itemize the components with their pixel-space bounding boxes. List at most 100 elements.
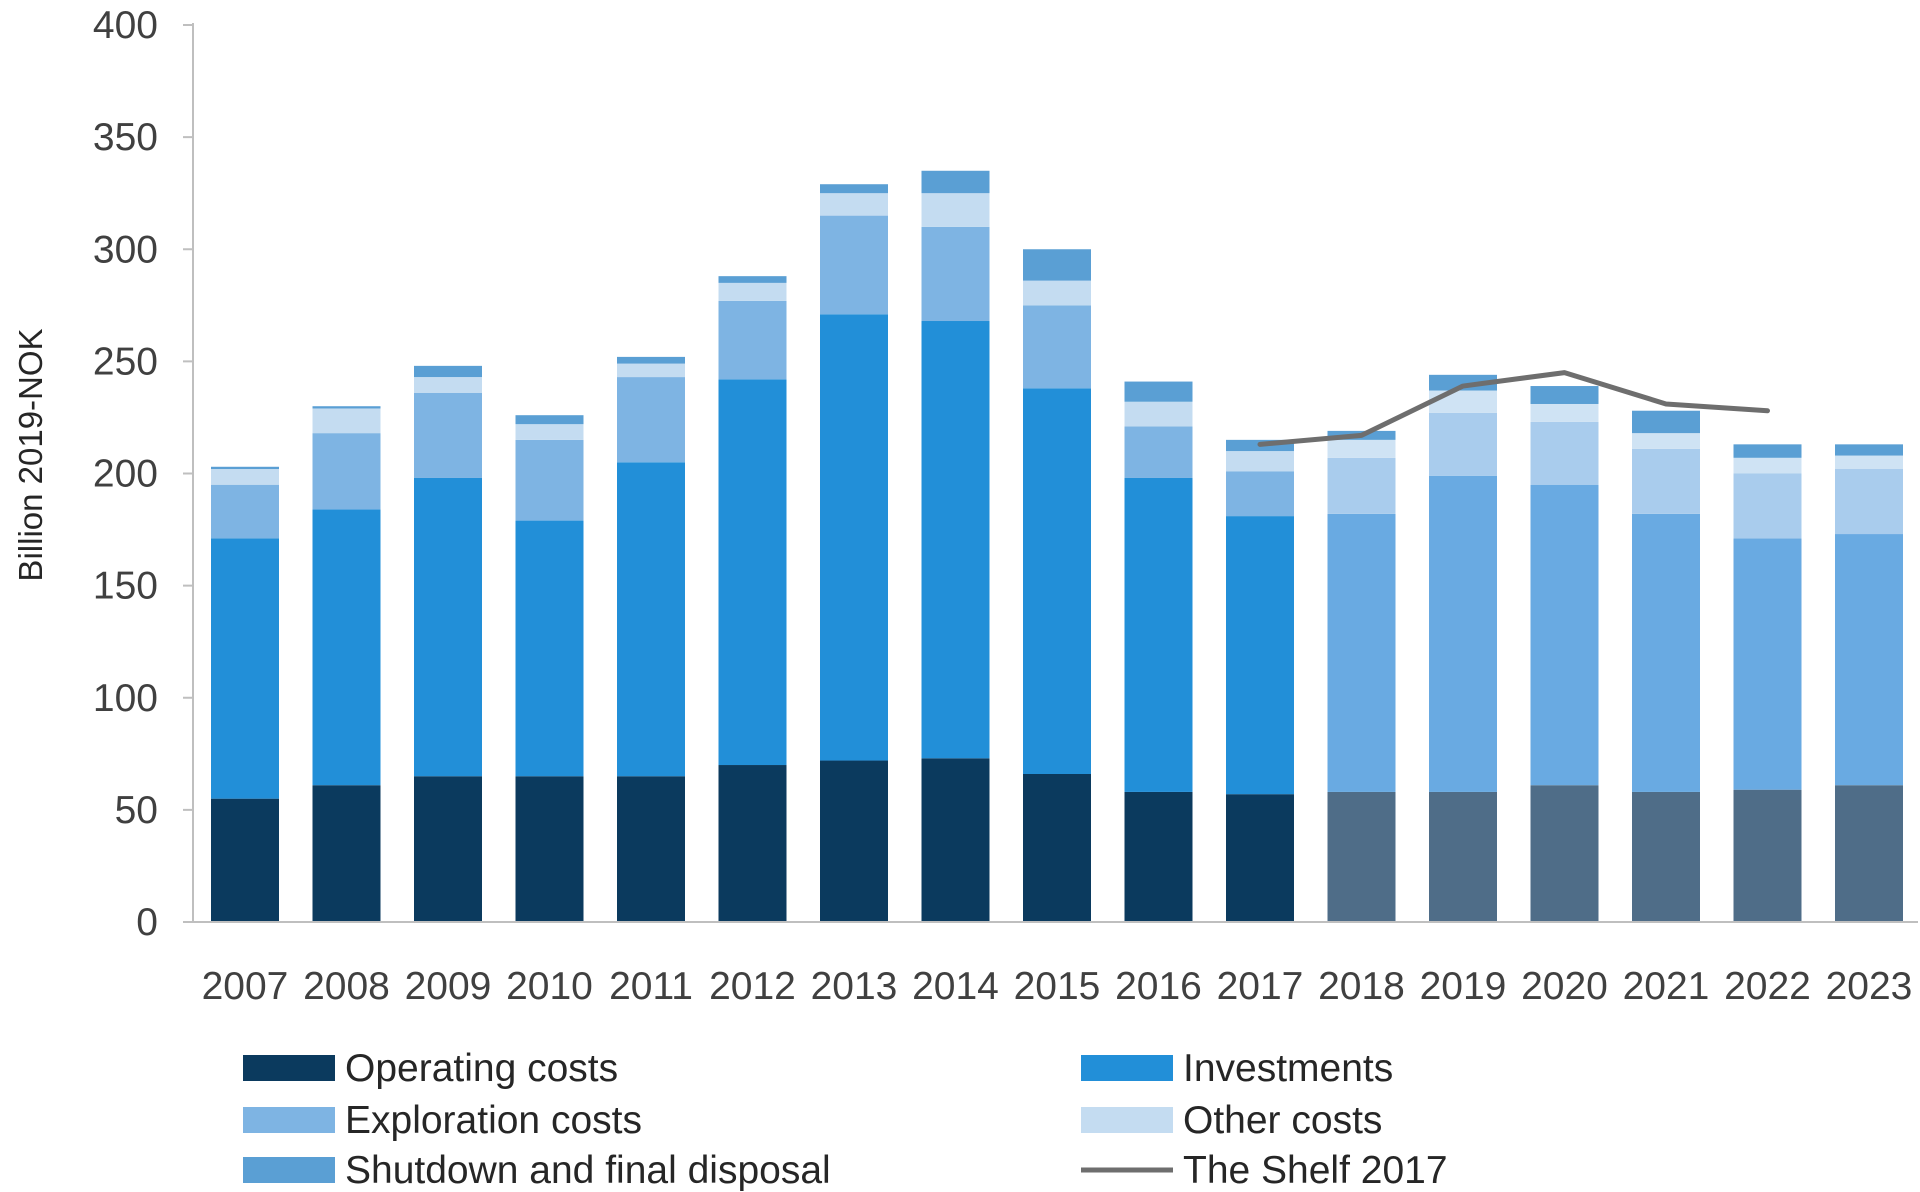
legend-label: Operating costs [345,1047,618,1090]
bar-segment-other-costs [1835,455,1903,470]
bar-segment-investments [1530,484,1599,786]
bar-segment-shutdown-and-final-disposal [617,356,685,364]
legend-label: Other costs [1183,1099,1382,1142]
bar-segment-investments [414,477,482,777]
x-tick-label: 2012 [709,965,796,1008]
bar-segment-investments [1429,475,1497,792]
bar-segment-exploration-costs [312,433,381,510]
legend-swatch [243,1157,335,1183]
axes [192,23,1918,923]
x-tick-label: 2008 [303,965,390,1008]
bar-stack-2010 [515,415,584,922]
bar-segment-exploration-costs [1835,469,1903,535]
bar-segment-other-costs [1632,433,1700,449]
bar-segment-other-costs [414,377,482,393]
bar-segment-other-costs [211,469,279,485]
shelf-2017-line [1257,370,1770,447]
bar-segment-operating-costs [1835,785,1903,922]
x-tick-label: 2022 [1724,965,1811,1008]
bar-segment-shutdown-and-final-disposal [1124,381,1193,402]
x-tick-label: 2021 [1623,965,1710,1008]
y-tick-label: 250 [93,340,158,383]
bar-stack-2017 [1226,439,1294,922]
bar-segment-operating-costs [515,776,584,922]
bar-segment-exploration-costs [1124,426,1193,478]
legend: Operating costs Investments Exploration co… [243,1047,1448,1192]
bar-stack-2022 [1733,444,1802,922]
legend-item: The Shelf 2017 [1081,1149,1448,1192]
bar-segment-exploration-costs [1327,457,1396,514]
bar-stacks [211,170,1903,922]
bar-segment-shutdown-and-final-disposal [718,276,787,283]
bar-segment-investments [1733,538,1802,790]
y-tick-label: 150 [93,565,158,608]
bar-segment-other-costs [617,363,685,378]
bar-segment-other-costs [921,193,990,227]
bar-segment-shutdown-and-final-disposal [1530,386,1599,404]
bar-segment-investments [1124,477,1193,792]
legend-item: Exploration costs [243,1099,642,1142]
y-tick-label: 100 [93,677,158,720]
bar-segment-operating-costs [718,765,787,922]
bar-stack-2011 [617,356,685,922]
bar-segment-exploration-costs [211,484,279,539]
bar-segment-exploration-costs [617,377,685,463]
legend-item: Operating costs [243,1047,618,1090]
x-tick-label: 2015 [1014,965,1101,1008]
bar-segment-investments [820,314,888,761]
bar-segment-exploration-costs [718,300,787,380]
bar-segment-investments [1023,388,1091,774]
bar-segment-shutdown-and-final-disposal [414,365,482,378]
bar-segment-shutdown-and-final-disposal [211,466,279,470]
x-tick-label: 2016 [1115,965,1202,1008]
legend-label: Investments [1183,1047,1393,1090]
x-tick-label: 2010 [506,965,593,1008]
bar-stack-2013 [820,184,888,922]
bar-segment-shutdown-and-final-disposal [1632,410,1700,434]
bar-segment-shutdown-and-final-disposal [1835,444,1903,456]
bar-stack-2009 [414,365,482,922]
bar-segment-other-costs [1327,439,1396,458]
bar-segment-operating-costs [1632,791,1700,922]
bar-segment-exploration-costs [1023,305,1091,389]
bar-segment-investments [617,462,685,777]
x-tick-label: 2007 [202,965,289,1008]
bar-segment-exploration-costs [1632,448,1700,514]
bar-stack-2023 [1835,444,1903,922]
x-tick-label: 2018 [1318,965,1405,1008]
bar-segment-investments [211,538,279,799]
bar-segment-operating-costs [1327,791,1396,922]
bar-segment-investments [1835,534,1903,786]
bar-stack-2020 [1530,386,1599,922]
x-tick-label: 2013 [811,965,898,1008]
bar-segment-operating-costs [1023,773,1091,922]
x-tick-label: 2019 [1420,965,1507,1008]
bar-segment-other-costs [312,408,381,434]
legend-label: Exploration costs [345,1099,642,1142]
legend-swatch [243,1055,335,1081]
bar-segment-other-costs [1530,403,1599,422]
bar-stack-2018 [1327,430,1396,922]
bar-segment-exploration-costs [921,226,990,322]
y-tick-label: 300 [93,228,158,271]
x-tick-label: 2009 [405,965,492,1008]
legend-item: Shutdown and final disposal [243,1149,831,1192]
bar-stack-2012 [718,276,787,922]
bar-stack-2015 [1023,249,1091,922]
y-tick-label: 200 [93,453,158,496]
bar-stack-2014 [921,170,990,922]
legend-label: The Shelf 2017 [1183,1149,1448,1192]
bar-segment-investments [515,520,584,777]
y-axis-title: Billion 2019-NOK [12,328,49,581]
x-tick-label: 2011 [609,965,693,1008]
bar-segment-other-costs [1124,401,1193,427]
bar-segment-other-costs [820,193,888,216]
bar-segment-shutdown-and-final-disposal [1429,374,1497,391]
bar-segment-operating-costs [1733,789,1802,922]
bar-segment-other-costs [515,424,584,440]
bar-segment-exploration-costs [515,439,584,521]
bar-segment-operating-costs [1530,785,1599,922]
x-tick-label: 2014 [912,965,999,1008]
x-axis-ticks: 2007 2008 2009 2010 2011 2012 2013 2014 2015 2016… [202,965,1913,1008]
